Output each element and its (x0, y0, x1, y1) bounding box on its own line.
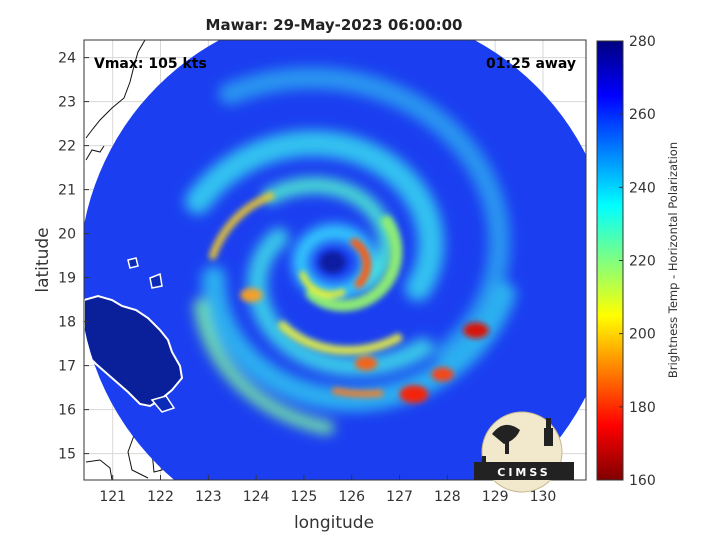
x-tick-label: 122 (147, 489, 174, 505)
rainband (278, 320, 403, 355)
satellite-dish-icon (492, 424, 520, 444)
colorbar-tick-label: 280 (629, 34, 656, 50)
colorbar-tick-label: 220 (629, 254, 656, 270)
colorbar-tick-label: 180 (629, 400, 656, 416)
rainband (262, 177, 396, 292)
x-tick-label: 121 (99, 489, 126, 505)
time-away-annotation: 01:25 away (486, 56, 576, 72)
cimss-logo: CIMSS (474, 411, 574, 493)
colorbar-label: Brightness Temp - Horizontal Polarizatio… (666, 142, 680, 378)
logo-text: CIMSS (497, 466, 550, 479)
chart-title: Mawar: 29-May-2023 06:00:00 (206, 16, 463, 34)
y-tick-label: 16 (58, 403, 76, 419)
rainband (185, 130, 444, 301)
x-axis-label: longitude (294, 513, 374, 533)
convective-cell (463, 322, 489, 339)
convective-cell (431, 367, 454, 382)
convective-cell (399, 385, 429, 404)
luzon-landmass (84, 294, 184, 408)
y-tick-label: 20 (58, 227, 76, 243)
y-tick-label: 21 (58, 183, 76, 199)
colorbar-ticks: 160 180 200 220 240 260 280 (619, 34, 656, 489)
rainband (332, 387, 384, 398)
y-tick-label: 22 (58, 139, 76, 155)
colorbar-tick-label: 240 (629, 180, 656, 196)
microwave-swath (84, 40, 586, 480)
x-tick-label: 130 (530, 489, 557, 505)
axis-ticks: 121 122 123 124 125 126 127 128 129 130 15 16 17 18 19… (58, 51, 556, 505)
y-tick-label: 19 (58, 271, 76, 287)
x-tick-label: 124 (243, 489, 270, 505)
convective-cell (240, 288, 263, 303)
colorbar: 160 180 200 220 240 260 280 Brightness Temp - … (596, 34, 680, 489)
colorbar-tick-label: 260 (629, 107, 656, 123)
y-tick-label: 17 (58, 359, 76, 375)
eyewall-convection (299, 271, 346, 298)
x-tick-label: 125 (291, 489, 318, 505)
water-tower-icon (544, 428, 553, 446)
x-tick-label: 128 (434, 489, 461, 505)
storm-eye (319, 251, 346, 274)
y-tick-label: 23 (58, 95, 76, 111)
rainband (208, 192, 275, 260)
x-tick-label: 123 (195, 489, 222, 505)
convective-cell (354, 356, 378, 371)
y-tick-label: 24 (58, 51, 76, 67)
y-axis-label: latitude (33, 227, 53, 292)
y-tick-label: 15 (58, 447, 76, 463)
colorbar-tick-label: 160 (629, 473, 656, 489)
x-tick-label: 126 (338, 489, 365, 505)
plot-area: 121 122 123 124 125 126 127 128 129 130 15 16 17 18 19… (58, 39, 587, 505)
y-tick-label: 18 (58, 315, 76, 331)
rainband (218, 67, 511, 364)
eyewall-convection (350, 238, 371, 289)
rainband (201, 265, 517, 412)
rainband (193, 298, 335, 435)
vmax-annotation: Vmax: 105 kts (94, 56, 207, 72)
colorbar-tick-label: 200 (629, 327, 656, 343)
x-tick-label: 127 (386, 489, 413, 505)
rainband (305, 215, 403, 312)
x-tick-label: 129 (482, 489, 509, 505)
